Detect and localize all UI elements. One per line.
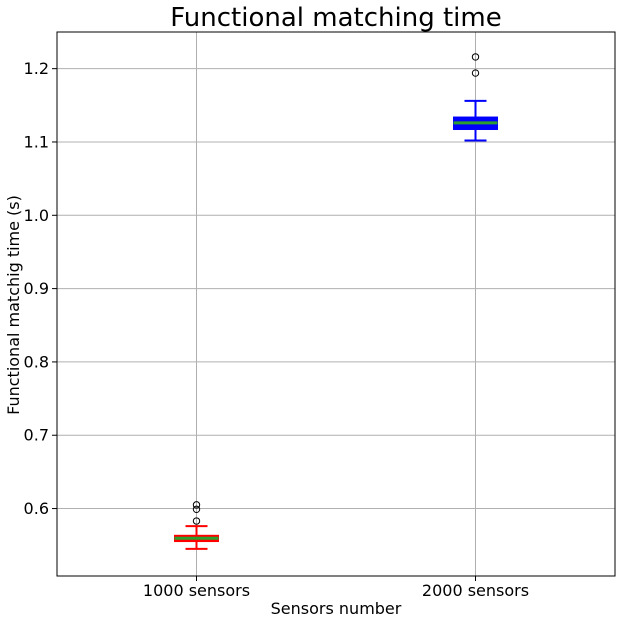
y-tick-label: 0.9 xyxy=(24,279,49,298)
box-layer xyxy=(174,53,498,550)
plot-frame xyxy=(56,31,616,577)
y-tick-label: 0.7 xyxy=(24,426,49,445)
chart-title: Functional matching time xyxy=(170,3,501,33)
x-axis-label: Sensors number xyxy=(271,599,402,618)
y-tick-label: 1.1 xyxy=(24,132,49,151)
y-axis-ticks: 0.6 0.7 0.8 0.9 1.0 1.1 1.2 xyxy=(24,59,57,518)
x-tick-label: 1000 sensors xyxy=(143,581,250,600)
y-axis-label: Functional matchig time (s) xyxy=(4,195,23,415)
y-tick-label: 1.2 xyxy=(24,59,49,78)
outlier-point xyxy=(192,505,201,513)
grid-layer xyxy=(57,32,615,576)
x-axis-ticks: 1000 sensors 2000 sensors xyxy=(143,576,529,600)
y-tick-label: 0.6 xyxy=(24,499,49,518)
y-tick-label: 0.8 xyxy=(24,352,49,371)
outlier-point xyxy=(192,501,201,509)
y-tick-label: 1.0 xyxy=(24,206,49,225)
outlier-point xyxy=(471,69,480,77)
box-group xyxy=(453,53,498,142)
box-group xyxy=(174,501,219,550)
outlier-point xyxy=(471,53,480,61)
outlier-point xyxy=(192,517,201,525)
x-tick-label: 2000 sensors xyxy=(422,581,529,600)
